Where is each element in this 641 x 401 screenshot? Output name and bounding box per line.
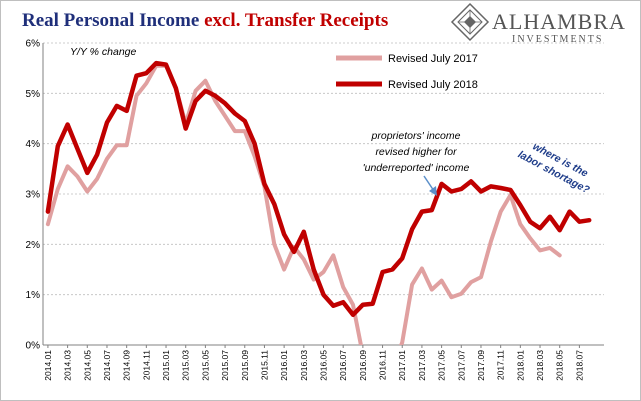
alhambra-logo: ALHAMBRA INVESTMENTS — [450, 2, 626, 45]
x-tick-label: 2014.05 — [82, 350, 92, 381]
series-lines — [45, 60, 592, 345]
x-tick-label: 2015.03 — [181, 350, 191, 381]
x-tick-label: 2017.11 — [496, 350, 506, 380]
x-tick-label: 2018.03 — [535, 350, 545, 381]
series-line-july-2018 — [45, 60, 592, 318]
y-tick-label: 1% — [26, 290, 41, 301]
x-tick-label: 2018.07 — [574, 350, 584, 381]
series-line-july-2017 — [45, 63, 562, 345]
legend-label-2017: Revised July 2017 — [388, 53, 478, 65]
x-tick-label: 2017.01 — [397, 350, 407, 381]
y-tick-label: 2% — [26, 240, 41, 251]
x-tick-label: 2016.05 — [319, 350, 329, 381]
x-tick-label: 2015.07 — [220, 350, 230, 381]
title-part-2: excl. Transfer Receipts — [204, 10, 388, 31]
chart-title: Real Personal Income excl. Transfer Rece… — [22, 10, 388, 31]
x-tick-label: 2016.01 — [279, 350, 289, 381]
x-tick-label: 2016.11 — [378, 350, 388, 380]
y-tick-label: 0% — [26, 341, 41, 352]
x-tick-label: 2015.11 — [259, 350, 269, 380]
x-tick-label: 2015.09 — [240, 350, 250, 381]
x-tick-label: 2014.07 — [102, 350, 112, 381]
x-tick-label: 2014.01 — [43, 350, 53, 381]
annotation-arrow — [423, 175, 435, 192]
proprietors-line-2: revised higher for — [375, 146, 457, 158]
x-tick-label: 2018.01 — [515, 350, 525, 381]
title-part-1: Real Personal Income — [22, 10, 204, 31]
y-tick-label: 5% — [26, 89, 41, 100]
legend-label-2018: Revised July 2018 — [388, 79, 478, 91]
annotation-arrowhead — [429, 186, 437, 196]
x-tick-label: 2016.09 — [358, 350, 368, 381]
proprietors-line-3: 'underreported' income — [363, 162, 470, 174]
x-tick-label: 2015.05 — [200, 350, 210, 381]
unit-note: Y/Y % change — [70, 46, 137, 58]
x-tick-label: 2017.07 — [456, 350, 466, 381]
y-tick-label: 4% — [26, 139, 41, 150]
x-tick-label: 2017.03 — [417, 350, 427, 381]
legend: Revised July 2017 Revised July 2018 — [336, 53, 478, 91]
x-tick-label: 2017.09 — [476, 350, 486, 381]
x-tick-label: 2016.03 — [299, 350, 309, 381]
ornate-diamond-icon — [450, 2, 490, 42]
x-tick-label: 2016.07 — [338, 350, 348, 381]
x-tick-label: 2014.03 — [63, 350, 73, 381]
x-tick-label: 2017.05 — [437, 350, 447, 381]
logo-subtitle: INVESTMENTS — [512, 34, 603, 45]
x-tick-label: 2018.05 — [555, 350, 565, 381]
proprietors-annotation: proprietors' income revised higher for '… — [363, 130, 470, 196]
y-tick-label: 6% — [26, 39, 41, 50]
y-axis-ticks: 0% 1% 2% 3% 4% 5% 6% — [26, 39, 41, 352]
x-tick-label: 2015.01 — [161, 350, 171, 381]
x-tick-label: 2014.09 — [122, 350, 132, 381]
x-tick-label: 2014.11 — [141, 350, 151, 380]
logo-name: ALHAMBRA — [492, 9, 626, 34]
proprietors-line-1: proprietors' income — [371, 130, 461, 142]
y-tick-label: 3% — [26, 190, 41, 201]
x-axis-ticks: 2014.01 2014.03 2014.05 2014.07 2014.09 2014.… — [43, 345, 584, 381]
